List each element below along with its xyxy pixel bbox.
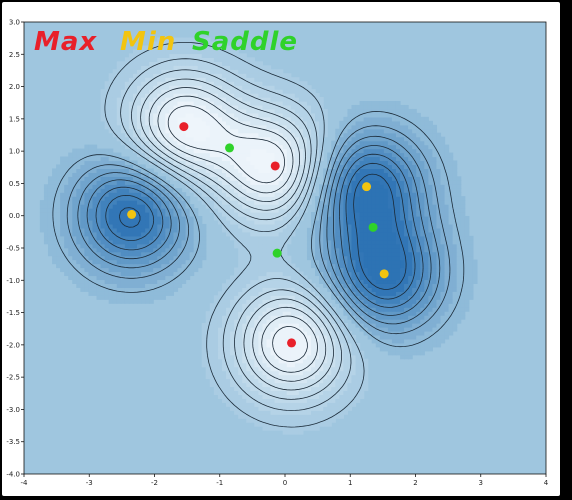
saddle-point [225,143,235,153]
axes: -4 -3 -2 -1 0 1 2 3 4 3.0 2.5 2.0 1.5 1.0 0.5 0.0 -0.5 -1… [6,19,548,488]
contour-line [157,95,318,373]
min-point [362,182,372,192]
saddle-point [368,222,378,232]
legend-label-max: Max [34,27,97,57]
contour-line [119,173,407,290]
contour-line [52,111,465,348]
contour-line [148,87,327,382]
y-tick-label: 1.0 [9,148,20,156]
y-tick-label: 2.5 [9,51,20,59]
chart-frame: -4 -3 -2 -1 0 1 2 3 4 3.0 2.5 2.0 1.5 1.0 0.5 0.0 -0.5 -1… [2,2,560,496]
contour-line [140,78,334,391]
contour-line [105,162,416,300]
plot-area [24,22,546,474]
y-tick-label: 0.0 [9,212,20,220]
contour-line [95,153,424,308]
y-tick-label: -3.0 [6,406,20,414]
x-tick-label: 0 [283,479,287,487]
x-tick-label: 1 [348,479,352,487]
legend-label-saddle: Saddle [192,27,298,57]
contour-line [131,69,342,400]
legend-label-min: Min [120,27,176,57]
contour-line [104,42,365,428]
x-tick-label: -3 [86,479,93,487]
contour-line [167,105,308,362]
min-point [127,209,137,219]
y-tick-label: -2.0 [6,341,20,349]
y-tick-label: -2.5 [6,374,20,382]
contour-chart: -4 -3 -2 -1 0 1 2 3 4 3.0 2.5 2.0 1.5 1.0 0.5 0.0 -0.5 -1… [6,19,548,488]
max-point [179,122,189,132]
x-tick-label: -2 [151,479,158,487]
min-point [379,269,389,279]
contour-line [86,145,432,316]
contour-lines [52,42,465,428]
max-point [270,161,280,171]
y-tick-label: 0.5 [9,180,20,188]
y-tick-label: -0.5 [6,245,20,253]
x-tick-label: -4 [21,479,29,487]
y-tick-label: 2.0 [9,83,20,91]
y-tick-label: -3.5 [6,438,20,446]
contour-line [77,135,441,325]
legend: Max Min Saddle [34,27,298,57]
x-tick-label: -1 [216,479,223,487]
x-tick-label: 4 [544,479,549,487]
x-tick-label: 3 [479,479,483,487]
contour-line [66,125,451,335]
contour-line [120,58,352,411]
y-tick-label: -1.5 [6,309,20,317]
saddle-point [272,248,282,258]
max-point [287,338,297,348]
y-tick-label: 3.0 [9,19,20,27]
x-tick-label: 2 [413,479,417,487]
y-tick-label: -4.0 [6,471,20,479]
y-tick-label: 1.5 [9,115,20,123]
y-tick-label: -1.0 [6,277,20,285]
